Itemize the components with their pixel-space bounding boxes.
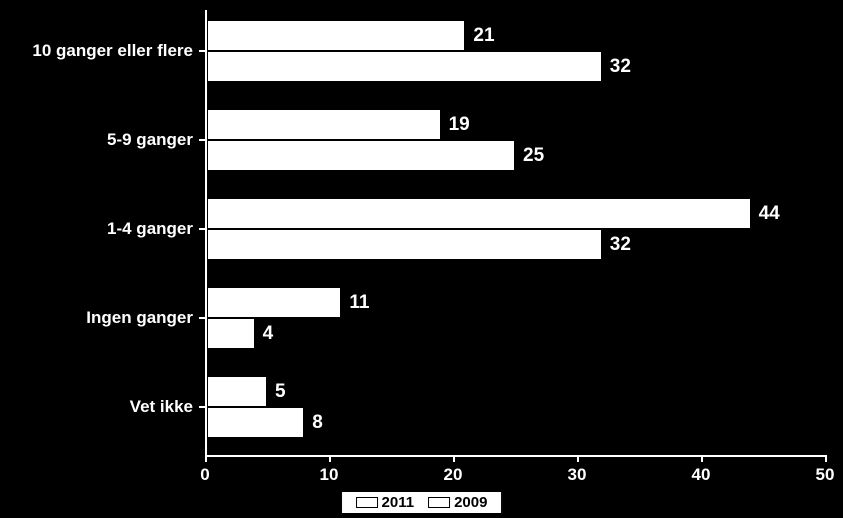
x-tick-label: 20 [444,465,463,485]
y-tick [199,406,205,408]
y-tick [199,228,205,230]
bar-value-label: 8 [312,412,323,434]
y-category-label: 5-9 ganger [107,130,193,150]
x-tick [577,455,579,462]
x-tick-label: 40 [692,465,711,485]
y-category-label: Ingen ganger [86,308,193,328]
legend-swatch-icon [428,497,450,508]
x-tick-label: 10 [320,465,339,485]
bar-2009 [207,407,304,438]
bar-value-label: 32 [610,56,631,78]
x-tick [701,455,703,462]
bar-value-label: 19 [449,114,470,136]
y-category-label: 1-4 ganger [107,219,193,239]
bar-2011 [207,287,341,318]
bar-2011 [207,109,441,140]
legend-item: 2009 [428,494,487,511]
frequency-bar-chart: 0 10 20 30 40 50 10 ganger eller flere 5-9 gan… [0,0,843,518]
x-tick [453,455,455,462]
bar-value-label: 32 [610,234,631,256]
bar-value-label: 5 [275,381,286,403]
bar-value-label: 11 [349,292,369,314]
y-tick [199,317,205,319]
x-tick-label: 50 [816,465,835,485]
bar-value-label: 25 [523,145,544,167]
x-tick [825,455,827,462]
bar-2009 [207,318,255,349]
bar-2009 [207,51,602,82]
bar-2011 [207,376,267,407]
chart-legend: 2011 2009 [341,491,503,514]
bar-2009 [207,229,602,260]
bar-value-label: 44 [759,203,780,225]
bar-2011 [207,20,465,51]
bar-value-label: 21 [473,25,494,47]
bar-2009 [207,140,515,171]
legend-label: 2009 [454,494,487,511]
legend-item: 2011 [356,494,415,511]
legend-label: 2011 [382,494,415,511]
y-category-label: 10 ganger eller flere [32,41,193,61]
x-tick [205,455,207,462]
bar-value-label: 4 [263,323,274,345]
x-tick [329,455,331,462]
y-category-label: Vet ikke [130,397,193,417]
x-tick-label: 0 [200,465,209,485]
x-axis-line [205,455,825,457]
y-tick [199,139,205,141]
bar-2011 [207,198,751,229]
legend-swatch-icon [356,497,378,508]
y-tick [199,50,205,52]
x-tick-label: 30 [568,465,587,485]
